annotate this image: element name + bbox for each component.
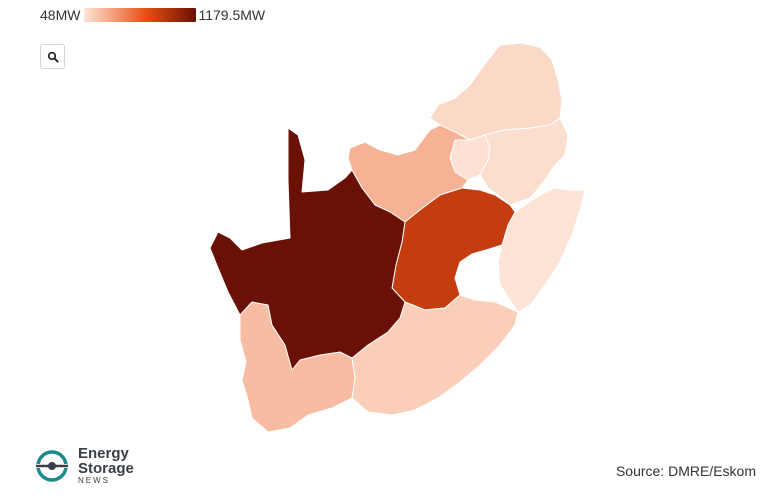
legend-max-label: 1179.5MW bbox=[198, 7, 266, 23]
logo-mark-icon bbox=[36, 449, 68, 482]
legend-gradient-bar bbox=[84, 8, 197, 22]
legend-min-label: 48MW bbox=[40, 7, 81, 23]
region-limpopo[interactable] bbox=[429, 42, 563, 141]
logo-word-news: NEWS bbox=[78, 476, 110, 485]
zoom-button[interactable] bbox=[40, 44, 65, 69]
energy-storage-news-logo: Energy Storage NEWS bbox=[34, 446, 134, 485]
source-credit: Source: DMRE/Eskom bbox=[615, 463, 756, 479]
region-northern-cape[interactable] bbox=[209, 127, 406, 371]
search-icon bbox=[47, 51, 59, 63]
logo-word-storage: Storage bbox=[78, 460, 134, 477]
color-legend: 48MW 1179.5MW bbox=[40, 6, 265, 24]
logo-word-energy: Energy bbox=[78, 445, 129, 462]
